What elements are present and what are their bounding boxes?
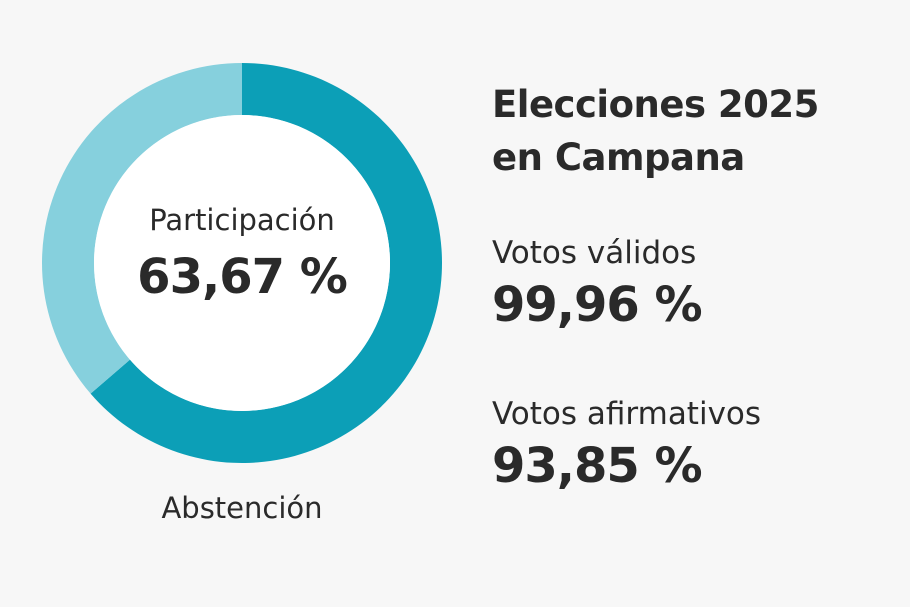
valid-votes-stat: Votos válidos 99,96 % bbox=[492, 233, 892, 337]
donut-chart bbox=[42, 63, 443, 464]
affirmative-votes-label: Votos afirmativos bbox=[492, 396, 762, 432]
donut-hole bbox=[94, 115, 390, 411]
affirmative-votes-value: 93,85 % bbox=[492, 438, 703, 494]
page-title-line-2: en Campana bbox=[492, 136, 745, 179]
summary-panel: Elecciones 2025 en Campana Votos válidos… bbox=[492, 78, 892, 494]
affirmative-votes-stat: Votos afirmativos 93,85 % bbox=[492, 394, 892, 498]
valid-votes-label: Votos válidos bbox=[492, 235, 697, 271]
valid-votes-value: 99,96 % bbox=[492, 277, 703, 333]
page-title-line-1: Elecciones 2025 bbox=[492, 83, 819, 126]
page-title: Elecciones 2025 en Campana bbox=[492, 78, 892, 184]
participation-value: 63,67 % bbox=[137, 249, 348, 305]
donut-slice-abstenci-n bbox=[42, 63, 242, 394]
participation-label: Participación bbox=[149, 203, 335, 237]
donut-slice-participaci-n bbox=[90, 63, 443, 464]
abstention-label: Abstención bbox=[161, 491, 323, 525]
